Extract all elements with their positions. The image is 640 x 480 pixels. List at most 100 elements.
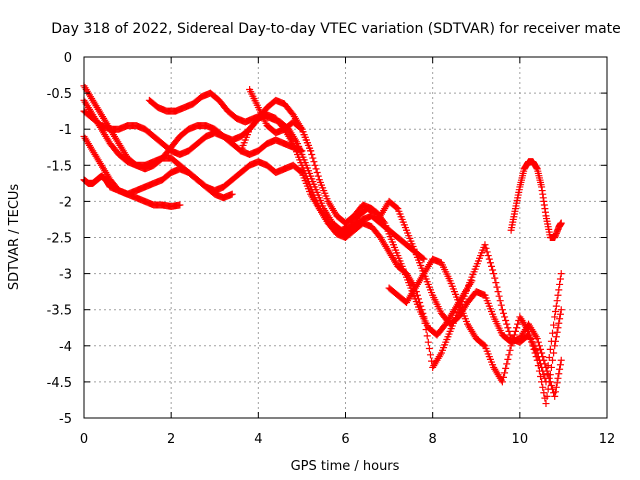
x-axis-label: GPS time / hours [291, 459, 400, 474]
data-point [489, 266, 497, 274]
data-point [547, 382, 555, 390]
data-point [539, 383, 547, 391]
data-point [531, 349, 539, 357]
data-point [424, 338, 432, 346]
x-tick-label: 10 [512, 432, 529, 447]
data-point [513, 324, 521, 332]
data-point [419, 254, 427, 262]
data-point [551, 313, 559, 321]
data-point [421, 319, 429, 327]
data-point [393, 204, 401, 212]
data-point [495, 292, 503, 300]
data-point [494, 288, 502, 296]
data-point [525, 327, 533, 335]
data-point [507, 342, 515, 350]
data-point [420, 313, 428, 321]
data-point [496, 297, 504, 305]
data-point [543, 392, 551, 400]
data-point [380, 218, 388, 226]
data-point [549, 356, 557, 364]
data-point [532, 353, 540, 361]
y-tick-label: -5 [59, 412, 72, 427]
data-point [510, 331, 518, 339]
data-point [491, 274, 499, 282]
data-point [537, 345, 545, 353]
data-point [503, 360, 511, 368]
data-point [552, 388, 560, 396]
data-point [505, 351, 513, 359]
data-point [502, 364, 510, 372]
y-axis-label: SDTVAR / TECUs [7, 184, 22, 291]
data-point [557, 356, 565, 364]
data-point [309, 154, 317, 162]
grid [84, 57, 607, 418]
data-point [541, 374, 549, 382]
data-point [554, 324, 562, 332]
y-tick-label: -1.5 [47, 159, 72, 174]
data-point [556, 310, 564, 318]
data-point [502, 317, 510, 325]
data-point [546, 371, 554, 379]
data-point [307, 147, 315, 155]
data-point [419, 309, 427, 317]
data-point [556, 315, 564, 323]
data-point [228, 190, 236, 198]
data-point [545, 378, 553, 386]
data-point [552, 337, 560, 345]
data-point [485, 255, 493, 263]
data-point [557, 306, 565, 314]
data-point [481, 241, 489, 249]
data-point [413, 291, 421, 299]
data-point [554, 291, 562, 299]
data-point [550, 321, 558, 329]
y-tick-label: -2.5 [47, 232, 72, 247]
data-point [538, 378, 546, 386]
data-point [553, 297, 561, 305]
data-point [417, 302, 425, 310]
y-tick-label: 0 [64, 51, 72, 66]
data-point [422, 326, 430, 334]
y-tick-label: -4 [59, 340, 72, 355]
data-point [554, 374, 562, 382]
y-tick-label: -3 [59, 268, 72, 283]
data-point [492, 279, 500, 287]
data-point [551, 342, 559, 350]
data-point [498, 306, 506, 314]
data-point [514, 320, 522, 328]
data-point [542, 400, 550, 408]
data-point [503, 320, 511, 328]
data-point [314, 172, 322, 180]
data-point [498, 378, 506, 386]
data-point [506, 346, 514, 354]
data-point [488, 262, 496, 270]
data-point [311, 161, 319, 169]
data-point [418, 306, 426, 314]
data-point [556, 361, 564, 369]
data-point [508, 338, 516, 346]
series-trace-9 [385, 255, 565, 408]
y-tick-label: -2 [59, 195, 72, 210]
data-point [529, 342, 537, 350]
data-marks [80, 82, 565, 408]
data-point [509, 335, 517, 343]
axis-ticks: 0 2 4 6 8 10 12 0 -0.5 -1 -1.5 -2 -2.5 -3 -3.5 -4 -4.5 -5 [47, 51, 616, 447]
data-point [530, 345, 538, 353]
data-point [425, 345, 433, 353]
data-point [420, 255, 428, 263]
y-tick-label: -1 [59, 123, 72, 138]
data-point [484, 252, 492, 260]
data-point [556, 365, 564, 373]
data-point [553, 328, 561, 336]
data-point [549, 329, 557, 337]
data-point [526, 331, 534, 339]
data-point [297, 124, 305, 132]
data-point [310, 158, 318, 166]
data-point [557, 219, 565, 227]
data-point [550, 349, 558, 357]
data-point [543, 370, 551, 378]
x-tick-label: 12 [599, 432, 616, 447]
data-point [552, 333, 560, 341]
data-point [552, 302, 560, 310]
x-tick-label: 6 [341, 432, 349, 447]
